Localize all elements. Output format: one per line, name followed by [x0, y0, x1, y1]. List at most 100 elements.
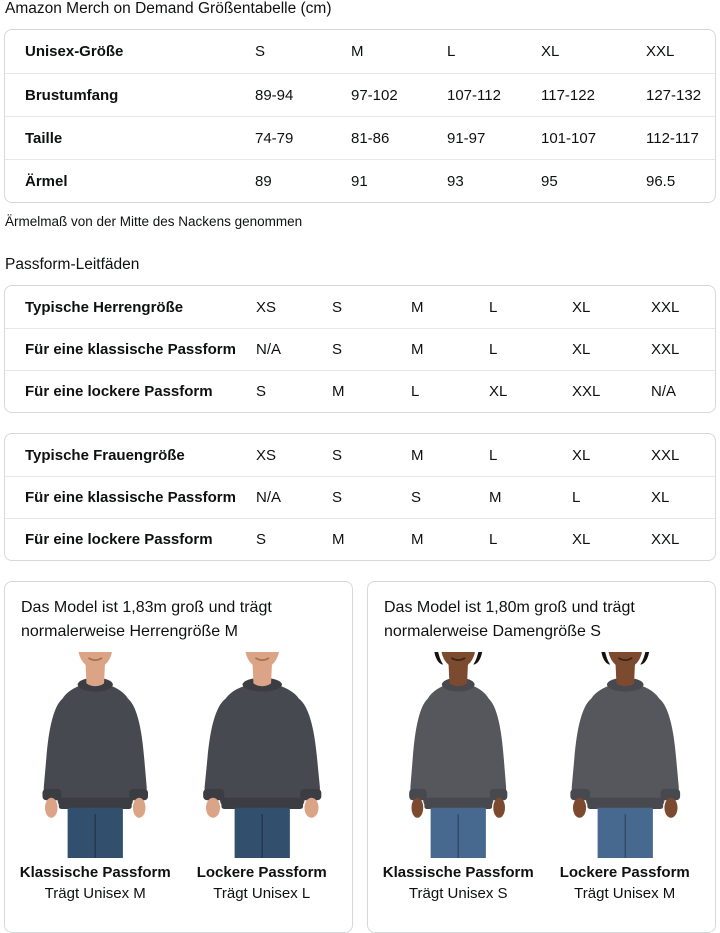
measurement-value: 107-112	[447, 86, 501, 104]
measurement-value: 89-94	[255, 86, 294, 104]
fit-value: S	[332, 489, 343, 506]
row-label: Typische Herrengröße	[25, 298, 184, 316]
measurement-value: 89	[255, 172, 272, 190]
measurement-value: 91-97	[447, 129, 486, 147]
size-col-label: S	[255, 43, 266, 60]
fit-caption: Lockere Passform	[559, 864, 690, 881]
fit-value: M	[332, 383, 345, 400]
measurement-value: 95	[541, 172, 558, 190]
fit-caption: Lockere Passform	[196, 864, 327, 881]
jeans	[67, 807, 123, 858]
size-col-label: M	[411, 298, 424, 316]
size-caption: Trägt Unisex S	[408, 885, 508, 902]
model-figures: Klassische Passform Trägt Unisex M	[5, 644, 352, 904]
sweatshirt	[569, 677, 680, 818]
fit-row-classic: Für eine klassische Passform N/A S M L X…	[5, 328, 715, 370]
model-hand	[205, 797, 220, 818]
size-col-label: L	[489, 446, 498, 464]
fit-value: XL	[651, 489, 670, 506]
row-label: Unisex-Größe	[25, 43, 124, 60]
fit-value: N/A	[256, 341, 282, 358]
size-col-label: XS	[256, 298, 277, 316]
fit-caption: Klassische Passform	[382, 864, 534, 881]
fit-value: S	[411, 489, 422, 506]
fit-guides-heading: Passform-Leitfäden	[5, 256, 140, 273]
fit-value: L	[489, 531, 498, 548]
mens-fit-table: Typische Herrengröße XS S M L XL XXL Für…	[4, 285, 716, 413]
measurement-value: 96.5	[646, 172, 676, 190]
fit-row-loose: Für eine lockere Passform S M L XL XXL N…	[5, 370, 715, 412]
model-photo	[409, 652, 508, 858]
fit-value: XXL	[572, 383, 601, 400]
size-col-label: M	[351, 43, 364, 60]
size-caption: Trägt Unisex M	[574, 885, 676, 902]
row-label: Ärmel	[25, 172, 68, 190]
fit-value: L	[572, 489, 581, 506]
model-hand	[663, 797, 678, 818]
size-col-label: L	[489, 298, 498, 316]
measurement-value: 74-79	[255, 129, 294, 147]
model-hand	[411, 797, 424, 818]
model-figure-classic: Klassische Passform Trägt Unisex S	[380, 652, 537, 904]
size-col-label: XXL	[651, 446, 680, 464]
model-photo	[569, 652, 680, 858]
model-description: Das Model ist 1,80m groß und trägt norma…	[384, 599, 635, 640]
sleeve-note: Ärmelmaß von der Mitte des Nackens genom…	[5, 214, 303, 229]
size-col-label: M	[411, 446, 424, 464]
row-label: Taille	[25, 129, 63, 147]
fit-value: N/A	[256, 489, 282, 506]
model-hand	[45, 797, 58, 818]
table-row-sleeve: Ärmel 89 91 93 95 96.5	[5, 159, 715, 202]
model-figure-classic: Klassische Passform Trägt Unisex M	[17, 652, 174, 904]
measurement-value: 91	[351, 172, 368, 190]
fit-value: XL	[572, 341, 591, 358]
jeans	[430, 807, 486, 858]
table-row-waist: Taille 74-79 81-86 91-97 101-107 112-117	[5, 116, 715, 159]
jeans	[597, 807, 653, 858]
model-figure-loose: Lockere Passform Trägt Unisex L	[184, 652, 341, 904]
table-header-row: Unisex-Größe S M L XL XXL	[5, 30, 715, 73]
model-hand	[572, 797, 586, 818]
model-face	[600, 652, 649, 669]
fit-row-loose: Für eine lockere Passform S M M L XL XXL	[5, 518, 715, 560]
model-card-women: Das Model ist 1,80m groß und trägt norma…	[367, 581, 716, 933]
row-label: Für eine lockere Passform	[25, 531, 213, 548]
fit-value: L	[489, 341, 498, 358]
measurement-value: 93	[447, 172, 464, 190]
size-caption: Trägt Unisex L	[213, 885, 311, 902]
size-col-label: S	[332, 298, 343, 316]
fit-value: XL	[572, 531, 591, 548]
size-col-label: XS	[256, 446, 277, 464]
fit-value: L	[411, 383, 420, 400]
size-col-label: XL	[572, 298, 591, 316]
row-label: Für eine klassische Passform	[25, 489, 236, 506]
fit-row-classic: Für eine klassische Passform N/A S S M L…	[5, 476, 715, 518]
model-figures: Klassische Passform Trägt Unisex S	[368, 644, 715, 904]
size-col-label: XXL	[651, 298, 680, 316]
size-col-label: XXL	[646, 43, 675, 60]
row-label: Typische Frauengröße	[25, 446, 185, 464]
model-figure-loose: Lockere Passform Trägt Unisex M	[547, 652, 704, 904]
fit-value: M	[411, 341, 424, 358]
fit-value: M	[332, 531, 345, 548]
fit-value: M	[489, 489, 502, 506]
measurement-value: 127-132	[646, 86, 702, 104]
fit-value: S	[256, 383, 267, 400]
size-col-label: XL	[572, 446, 591, 464]
measurement-value: 117-122	[541, 86, 595, 104]
sweatshirt	[409, 677, 508, 818]
model-photo	[42, 652, 149, 858]
unisex-size-table: Unisex-Größe S M L XL XXL Brustumfang 89…	[4, 29, 716, 203]
model-face	[78, 652, 112, 669]
table-header-row: Typische Frauengröße XS S M L XL XXL	[5, 434, 715, 476]
fit-value: M	[411, 531, 424, 548]
model-face	[434, 652, 483, 669]
fit-caption: Klassische Passform	[19, 864, 171, 881]
size-caption: Trägt Unisex M	[44, 885, 146, 902]
model-cards-row: Das Model ist 1,83m groß und trägt norma…	[4, 581, 716, 933]
fit-value: XXL	[651, 531, 680, 548]
fit-value: N/A	[651, 383, 677, 400]
model-description: Das Model ist 1,83m groß und trägt norma…	[21, 599, 272, 640]
row-label: Für eine lockere Passform	[25, 383, 213, 400]
row-label: Für eine klassische Passform	[25, 341, 236, 358]
